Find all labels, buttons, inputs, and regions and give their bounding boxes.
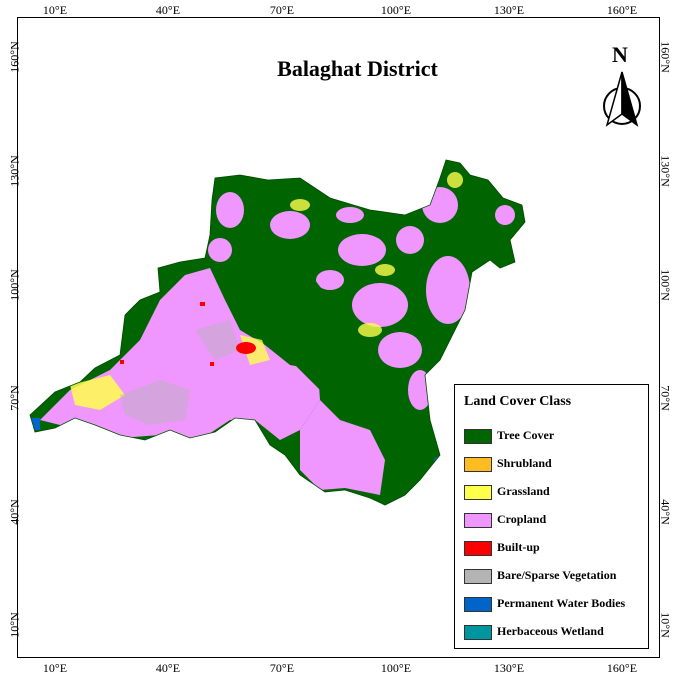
x-tick-top-6: 160°E xyxy=(606,3,638,17)
x-tick-top-2: 40°E xyxy=(155,3,181,17)
legend-swatch xyxy=(464,569,492,584)
x-tick-bottom-5: 130°E xyxy=(493,661,525,675)
x-tick-bottom-3: 70°E xyxy=(269,661,295,675)
map-title: Balaghat District xyxy=(277,56,438,81)
x-tick-bottom-4: 100°E xyxy=(380,661,412,675)
legend-swatch xyxy=(464,513,492,528)
x-tick-bottom-2: 40°E xyxy=(155,661,181,675)
legend-swatch xyxy=(464,485,492,500)
x-tick-top-1: 10°E xyxy=(42,3,68,17)
north-arrow-icon xyxy=(603,71,641,127)
x-tick-bottom-1: 10°E xyxy=(42,661,68,675)
legend-title: Land Cover Class xyxy=(464,394,572,409)
legend-label: Permanent Water Bodies xyxy=(497,596,626,610)
x-tick-bottom-6: 160°E xyxy=(606,661,638,675)
x-tick-top-5: 130°E xyxy=(493,3,525,17)
legend: Land Cover Class Tree Cover Shrubland Gr… xyxy=(454,384,649,649)
legend-label: Herbaceous Wetland xyxy=(497,624,604,638)
legend-swatch xyxy=(464,541,492,556)
legend-label: Tree Cover xyxy=(497,428,555,442)
legend-label: Bare/Sparse Vegetation xyxy=(497,568,617,582)
x-tick-top-3: 70°E xyxy=(269,3,295,17)
legend-label: Built-up xyxy=(497,540,540,554)
legend-swatch xyxy=(464,625,492,640)
legend-label: Grassland xyxy=(497,484,550,498)
legend-label: Shrubland xyxy=(497,456,552,470)
legend-swatch xyxy=(464,429,492,444)
legend-swatch xyxy=(464,457,492,472)
legend-swatch xyxy=(464,597,492,612)
legend-label: Cropland xyxy=(497,512,547,526)
map-frame xyxy=(17,17,660,658)
x-tick-top-4: 100°E xyxy=(380,3,412,17)
north-label: N xyxy=(612,42,628,67)
